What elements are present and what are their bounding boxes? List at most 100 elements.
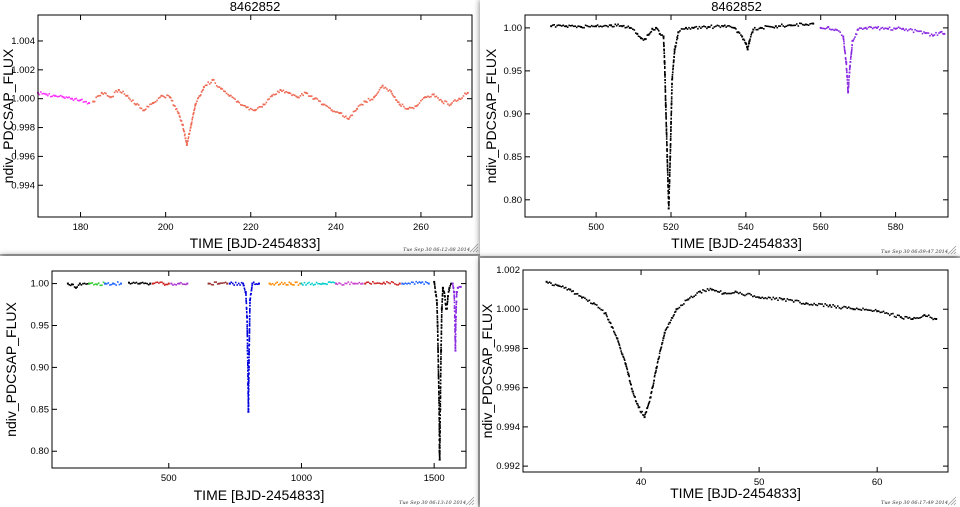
data-point xyxy=(72,99,75,102)
x-axis-label: TIME [BJD-2454833] xyxy=(670,485,801,501)
data-point xyxy=(438,399,440,401)
data-point xyxy=(421,98,424,101)
data-point xyxy=(668,188,671,190)
data-point xyxy=(701,26,704,28)
data-point xyxy=(182,129,185,132)
data-point xyxy=(547,282,549,284)
data-point xyxy=(436,322,439,324)
data-point xyxy=(86,102,89,105)
data-point xyxy=(663,331,666,334)
data-point xyxy=(149,103,151,106)
data-point xyxy=(246,333,249,336)
data-point xyxy=(247,388,250,391)
data-point xyxy=(188,132,191,135)
data-point xyxy=(568,24,570,27)
data-point xyxy=(438,401,440,404)
data-series-group xyxy=(66,280,462,461)
data-point xyxy=(246,314,248,317)
data-point xyxy=(453,297,456,300)
data-point xyxy=(667,174,669,176)
data-point xyxy=(748,292,751,295)
data-point xyxy=(201,89,204,92)
data-point xyxy=(850,53,852,56)
data-point xyxy=(925,315,927,317)
data-point xyxy=(893,27,895,29)
data-point xyxy=(208,83,211,85)
data-point xyxy=(815,304,817,306)
data-point xyxy=(440,344,442,347)
data-point xyxy=(933,317,936,320)
data-point xyxy=(92,100,95,103)
data-point xyxy=(896,27,898,30)
data-point xyxy=(781,298,784,301)
data-point xyxy=(373,96,376,99)
data-point xyxy=(247,390,250,392)
x-tick-label: 580 xyxy=(888,222,904,233)
data-point xyxy=(438,411,440,413)
data-point xyxy=(659,349,662,351)
data-point xyxy=(628,374,630,376)
data-point xyxy=(673,56,675,58)
data-point xyxy=(585,298,588,301)
data-point xyxy=(849,61,852,63)
data-point xyxy=(832,304,834,306)
data-point xyxy=(837,305,839,307)
data-point xyxy=(248,350,250,353)
data-point xyxy=(722,25,725,28)
data-point xyxy=(454,330,456,333)
data-point xyxy=(380,86,383,89)
data-point xyxy=(435,295,438,298)
data-point xyxy=(844,52,847,55)
data-point xyxy=(74,98,76,100)
data-point xyxy=(454,345,457,347)
data-point xyxy=(651,386,654,388)
data-point xyxy=(213,281,216,283)
data-point xyxy=(672,65,674,67)
data-point xyxy=(665,112,667,114)
data-point xyxy=(645,411,648,413)
data-point xyxy=(173,283,176,286)
data-point xyxy=(728,292,731,295)
data-point xyxy=(440,321,443,323)
data-point xyxy=(215,85,218,87)
data-point xyxy=(123,93,126,95)
data-point xyxy=(731,26,733,29)
data-point xyxy=(461,97,463,99)
data-point xyxy=(567,288,570,290)
resize-grip xyxy=(472,246,479,253)
data-point xyxy=(670,96,673,98)
data-point xyxy=(227,93,229,96)
data-point xyxy=(438,404,440,407)
data-point xyxy=(284,282,286,284)
x-tick-label: 500 xyxy=(588,222,604,233)
data-series xyxy=(37,91,91,105)
data-point xyxy=(921,32,924,35)
data-point xyxy=(156,281,159,283)
data-point xyxy=(440,351,442,354)
data-point xyxy=(647,406,649,408)
data-point xyxy=(911,318,914,320)
data-point xyxy=(670,129,672,131)
data-point xyxy=(440,318,443,321)
data-point xyxy=(635,400,638,403)
data-point xyxy=(935,318,938,320)
resize-grip xyxy=(475,249,479,253)
data-point xyxy=(575,26,578,29)
data-point xyxy=(775,297,778,299)
data-point xyxy=(299,95,302,97)
data-point xyxy=(674,46,677,49)
plot-frame xyxy=(37,14,473,218)
data-point xyxy=(244,105,246,107)
data-point xyxy=(928,314,930,316)
data-point xyxy=(434,287,436,290)
data-point xyxy=(668,201,670,203)
data-point xyxy=(641,410,643,413)
data-point xyxy=(763,28,765,30)
data-series-group xyxy=(37,78,469,146)
data-point xyxy=(719,26,722,29)
data-point xyxy=(669,165,671,167)
data-point xyxy=(61,95,63,98)
data-point xyxy=(447,103,449,105)
data-point xyxy=(427,95,429,98)
data-point xyxy=(884,27,887,29)
